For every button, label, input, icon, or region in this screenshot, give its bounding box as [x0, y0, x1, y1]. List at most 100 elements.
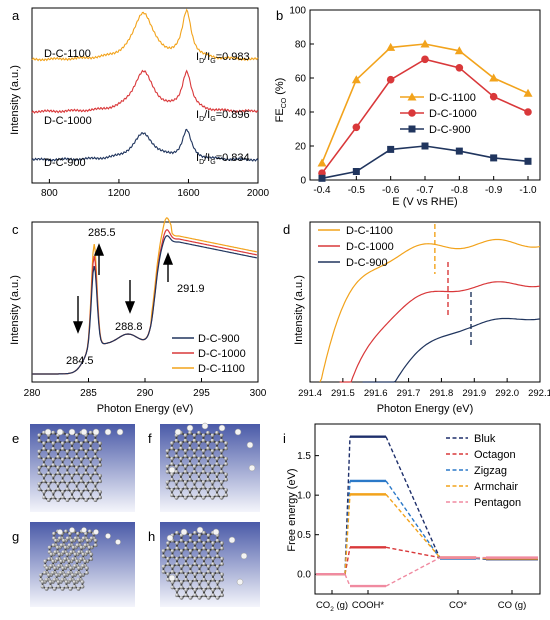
panel-label-d: d: [283, 222, 290, 237]
annotation-291-9: 291.9: [177, 283, 205, 295]
fe-point-d-c-1100-6: [523, 88, 533, 97]
fe-point-d-c-1000-6: [524, 108, 532, 116]
panel-a-xtick-1200: 1200: [108, 188, 131, 199]
annotation-285-5: 285.5: [88, 227, 116, 239]
panel-g: g: [12, 522, 135, 607]
legend-label-pentagon: Pentagon: [474, 497, 521, 509]
energy-connector-octagon-1: [385, 546, 441, 559]
panel-b-xtick-0-8: -0.8: [451, 185, 469, 196]
panel-i: i Free energy (eV) 0.00.51.01.5 CO2 (g) C…: [283, 423, 541, 613]
energy-connector-armchair-0: [344, 494, 351, 575]
panel-d-xtick-292-1: 292.1: [528, 388, 550, 399]
legend-label-bluk: Bluk: [474, 433, 496, 445]
legend-label-d-c-1100: D-C-1100: [346, 225, 393, 237]
fe-point-d-c-1100-4: [454, 46, 464, 55]
legend-label-d-c-900: D-C-900: [198, 333, 240, 345]
energy-connector-octagon-0: [344, 547, 351, 575]
fe-point-d-c-900-5: [490, 154, 498, 162]
series-label-d-c-900: D-C-900: [44, 157, 86, 169]
energy-connector-bluk-1: [385, 436, 441, 559]
nexafs-curve-d-c-900: [32, 235, 258, 375]
energy-connector-pentagon-1: [385, 557, 441, 587]
panel-i-legend: Bluk Octagon Zigzag Armchair Pentagon: [446, 433, 521, 509]
ratio-label-d-c-1000: ID/IG=0.896: [196, 109, 250, 123]
panel-c-ylabel: Intensity (a.u.): [9, 275, 21, 345]
panel-d-xtick-291-6: 291.6: [364, 388, 388, 399]
panel-c-xtick-285: 285: [80, 388, 97, 399]
panel-d-xtick-292-0: 292.0: [495, 388, 519, 399]
tilted-graphene-ribbon-model: [38, 527, 121, 591]
panel-d-xticks: 291.4 291.5 291.6 291.7 291.8 291.9 292.0 292.1: [298, 378, 550, 399]
panel-d-xtick-291-8: 291.8: [430, 388, 454, 399]
annotation-288-8: 288.8: [115, 321, 143, 333]
legend-label-armchair: Armchair: [474, 481, 518, 493]
panel-label-f: f: [148, 431, 152, 446]
legend-label-d-c-1000: D-C-1000: [198, 348, 246, 360]
svg-text:ID/IG=0.834: ID/IG=0.834: [196, 152, 250, 166]
fe-point-d-c-1100-1: [351, 75, 361, 84]
panel-c-arrows: [72, 243, 174, 334]
ratio-label-d-c-900: ID/IG=0.834: [196, 152, 250, 166]
fe-point-d-c-1000-3: [421, 55, 429, 64]
zigzag-edge-graphene-model: [37, 428, 124, 502]
panel-b-xlabel: E (V vs RHE): [392, 196, 457, 208]
panel-i-xtick-co2-g: CO2 (g): [316, 600, 348, 613]
panel-i-xtick-cooh: COOH*: [352, 600, 385, 611]
fe-point-d-c-900-4: [455, 147, 463, 155]
fe-point-d-c-900-1: [352, 168, 360, 175]
panel-i-xticks: CO2 (g) COOH* CO* CO (g): [316, 590, 526, 613]
legend-marker-d-c-1000: [408, 109, 416, 117]
panel-b-xtick-0-6: -0.6: [382, 185, 400, 196]
panel-i-ytick-0-0: 0.0: [297, 570, 311, 581]
legend-label-zigzag: Zigzag: [474, 465, 507, 477]
legend-label-d-c-900: D-C-900: [346, 257, 388, 269]
fe-point-d-c-1100-3: [420, 39, 430, 48]
raman-curve-d-c-900: [31, 128, 259, 162]
panel-d: d Intensity (a.u.) 291.4 291.5 291.6 291.7 2…: [283, 221, 550, 415]
panel-i-ytick-0-5: 0.5: [297, 530, 311, 541]
panel-b-yticks: 0 20 40 60 80 100: [289, 6, 314, 187]
panel-d-xlabel: Photon Energy (eV): [377, 403, 474, 415]
legend-label-d-c-1100: D-C-1100: [198, 363, 245, 375]
legend-marker-d-c-900: [408, 125, 416, 133]
legend-marker-d-c-1100: [407, 92, 417, 101]
panel-d-xtick-291-5: 291.5: [331, 388, 355, 399]
panel-label-c: c: [12, 222, 19, 237]
panel-a-xtick-2000: 2000: [247, 188, 270, 199]
panel-b: b FECO (%) 0 20 40 60 80 100 -0.4 -0.5 -0.6 -0.7…: [274, 6, 541, 208]
svg-text:ID/IG=0.896: ID/IG=0.896: [196, 109, 250, 123]
pentagon-defect-graphene-model: [165, 422, 256, 500]
panel-c-xlabel: Photon Energy (eV): [97, 403, 194, 415]
panel-c-xticks: 280 285 290 295 300: [24, 378, 267, 399]
energy-connector-zigzag-1: [385, 480, 441, 559]
panel-b-ytick-20: 20: [295, 142, 307, 153]
panel-d-legend: D-C-1100 D-C-1000 D-C-900: [318, 225, 394, 269]
series-label-d-c-1000: D-C-1000: [44, 115, 92, 127]
panel-a: a Intensity (a.u.) 800 1200 1600 2000 D-C-1…: [9, 7, 270, 199]
fe-point-d-c-1100-2: [386, 42, 396, 51]
panel-a-xticks: 800 1200 1600 2000: [41, 179, 270, 199]
zoom-curve-d-c-1000: [339, 281, 541, 383]
panel-b-ytick-40: 40: [295, 108, 307, 119]
panel-d-ylabel: Intensity (a.u.): [293, 275, 305, 345]
panel-i-xtick-co-g: CO (g): [498, 600, 527, 611]
panel-i-yticks: 0.0 0.5 1.0 1.5: [297, 451, 319, 581]
panel-h: h: [148, 522, 260, 607]
fe-point-d-c-1000-5: [489, 92, 498, 101]
svg-text:ID/IG=0.983: ID/IG=0.983: [196, 51, 250, 65]
curved-defect-graphene-model: [161, 526, 248, 600]
legend-label-d-c-1000: D-C-1000: [429, 108, 477, 120]
fe-point-d-c-900-2: [387, 145, 395, 153]
panel-b-xtick-1-0: -1.0: [519, 185, 537, 196]
panel-c-xtick-300: 300: [250, 388, 267, 399]
panel-a-ylabel: Intensity (a.u.): [9, 65, 21, 135]
raman-curve-d-c-1100: [31, 8, 259, 62]
panel-d-xtick-291-9: 291.9: [462, 388, 486, 399]
panel-d-frame: [309, 221, 541, 383]
panel-b-series: [317, 39, 533, 182]
panel-c-legend: D-C-900 D-C-1000 D-C-1100: [172, 333, 246, 375]
legend-label-d-c-900: D-C-900: [429, 124, 471, 136]
fe-point-d-c-1000-4: [455, 64, 464, 72]
series-label-d-c-1100: D-C-1100: [44, 48, 91, 60]
